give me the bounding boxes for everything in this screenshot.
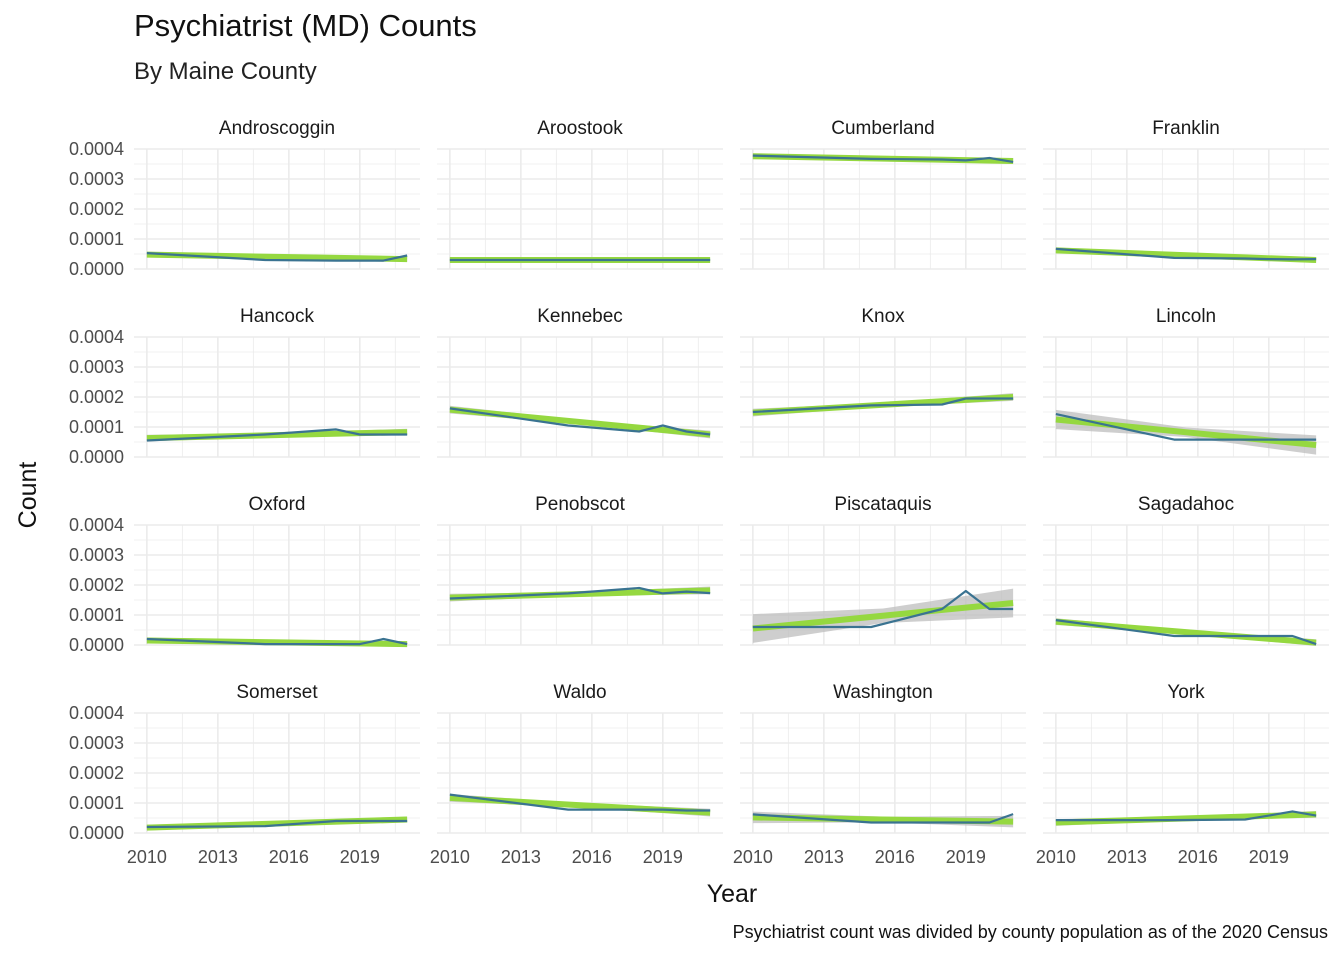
series-line-washington (752, 813, 1014, 824)
y-tick-label: 0.0000 (69, 447, 124, 467)
panel-title-aroostook: Aroostook (537, 118, 623, 139)
y-tick-label: 0.0001 (69, 229, 124, 249)
x-tick-label: 2016 (269, 847, 309, 867)
y-tick-label: 0.0004 (69, 139, 124, 159)
y-tick-label: 0.0003 (69, 357, 124, 377)
y-tick-label: 0.0002 (69, 387, 124, 407)
panel-title-franklin: Franklin (1152, 118, 1220, 139)
panel-title-waldo: Waldo (553, 682, 606, 703)
x-tick-label: 2016 (1178, 847, 1218, 867)
series-line-waldo (449, 793, 711, 812)
panel-title-oxford: Oxford (248, 494, 305, 515)
series-line-hancock (146, 428, 408, 442)
series-line-knox (752, 397, 1014, 414)
x-tick-label: 2013 (198, 847, 238, 867)
y-tick-label: 0.0001 (69, 605, 124, 625)
y-tick-label: 0.0004 (69, 327, 124, 347)
x-tick-label: 2016 (875, 847, 915, 867)
y-tick-label: 0.0000 (69, 259, 124, 279)
panel-title-knox: Knox (861, 306, 905, 327)
x-tick-label: 2016 (572, 847, 612, 867)
y-tick-label: 0.0003 (69, 545, 124, 565)
series-line-somerset (146, 819, 408, 829)
chart-subtitle: By Maine County (134, 58, 317, 85)
x-axis-title: Year (707, 880, 758, 908)
panel-title-penobscot: Penobscot (535, 494, 626, 515)
y-tick-label: 0.0000 (69, 823, 124, 843)
x-tick-label: 2019 (946, 847, 986, 867)
y-tick-label: 0.0003 (69, 169, 124, 189)
x-tick-label: 2010 (127, 847, 167, 867)
y-tick-label: 0.0004 (69, 703, 124, 723)
series-line-androscoggin (146, 252, 408, 262)
x-tick-label: 2019 (643, 847, 683, 867)
y-tick-label: 0.0003 (69, 733, 124, 753)
series-line-kennebec (449, 407, 711, 436)
panel-title-lincoln: Lincoln (1156, 306, 1216, 327)
x-tick-label: 2010 (733, 847, 773, 867)
series-line-oxford (146, 637, 408, 646)
series-line-lincoln (1055, 413, 1317, 441)
trend-line (146, 429, 408, 442)
x-tick-label: 2010 (430, 847, 470, 867)
panel-title-cumberland: Cumberland (831, 118, 935, 139)
y-tick-label: 0.0002 (69, 763, 124, 783)
x-tick-label: 2019 (340, 847, 380, 867)
panel-title-hancock: Hancock (240, 306, 314, 327)
series-line-piscataquis (752, 589, 1014, 629)
series-line-sagadahoc (1055, 619, 1317, 646)
x-tick-label: 2013 (501, 847, 541, 867)
y-tick-label: 0.0001 (69, 793, 124, 813)
y-tick-label: 0.0000 (69, 635, 124, 655)
trend-line (752, 600, 1014, 632)
trend-line (1055, 811, 1317, 826)
panel-title-somerset: Somerset (236, 682, 318, 703)
panel-title-piscataquis: Piscataquis (834, 494, 931, 515)
panel-title-kennebec: Kennebec (537, 306, 623, 327)
panel-title-androscoggin: Androscoggin (219, 118, 335, 139)
panel-title-sagadahoc: Sagadahoc (1138, 494, 1234, 515)
faceted-line-chart: Androscoggin 0.0000 0.0001 0.0002 0.0003 0.00… (14, 118, 1329, 908)
chart-title: Psychiatrist (MD) Counts (134, 8, 477, 43)
series-line-penobscot (449, 586, 711, 600)
x-tick-label: 2019 (1249, 847, 1289, 867)
series-line-york (1055, 810, 1317, 822)
x-tick-label: 2013 (1107, 847, 1147, 867)
x-tick-label: 2013 (804, 847, 844, 867)
series-line-cumberland (752, 154, 1014, 163)
series-line-franklin (1055, 247, 1317, 261)
y-tick-label: 0.0001 (69, 417, 124, 437)
panel-title-washington: Washington (833, 682, 933, 703)
y-axis-title: Count (14, 462, 42, 529)
y-tick-label: 0.0002 (69, 199, 124, 219)
panel-title-york: York (1167, 682, 1205, 703)
y-tick-label: 0.0004 (69, 515, 124, 535)
y-tick-label: 0.0002 (69, 575, 124, 595)
chart-caption: Psychiatrist count was divided by county… (732, 922, 1328, 942)
x-tick-label: 2010 (1036, 847, 1076, 867)
